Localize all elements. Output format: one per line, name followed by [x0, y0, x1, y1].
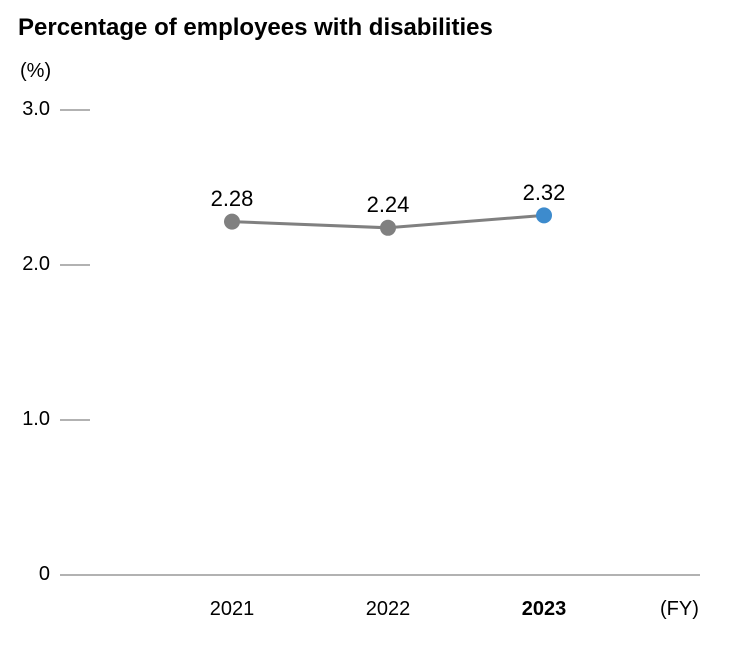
plot-svg [0, 0, 730, 668]
data-marker [224, 214, 240, 230]
data-marker [536, 207, 552, 223]
line-series [224, 207, 552, 235]
line-chart: Percentage of employees with disabilitie… [0, 0, 730, 668]
data-marker [380, 220, 396, 236]
